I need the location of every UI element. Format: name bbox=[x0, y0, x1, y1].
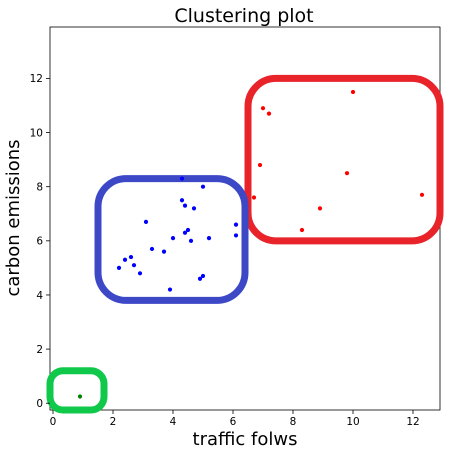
data-point bbox=[137, 271, 143, 276]
y-tick-label: 2 bbox=[36, 344, 43, 356]
y-axis-ticks: 0 2 4 6 8 10 12 bbox=[30, 73, 50, 410]
data-point bbox=[167, 287, 173, 292]
data-point bbox=[182, 230, 188, 235]
y-tick-label: 6 bbox=[36, 236, 43, 248]
data-point bbox=[170, 236, 176, 241]
data-point bbox=[260, 106, 266, 111]
data-point bbox=[161, 249, 167, 254]
data-points bbox=[77, 89, 425, 399]
y-tick-label: 10 bbox=[30, 127, 43, 139]
x-tick-label: 10 bbox=[346, 416, 359, 428]
data-point bbox=[77, 394, 83, 399]
x-axis-label: traffic folws bbox=[193, 429, 298, 450]
data-point bbox=[185, 227, 191, 233]
y-tick-label: 4 bbox=[36, 290, 43, 302]
data-point bbox=[344, 171, 350, 176]
x-tick-label: 2 bbox=[110, 416, 117, 428]
cluster-highlight-box bbox=[46, 367, 108, 414]
data-point bbox=[299, 227, 305, 233]
y-axis-label: carbon emissions bbox=[3, 139, 24, 296]
data-point bbox=[197, 276, 203, 281]
x-tick-label: 8 bbox=[290, 416, 297, 428]
x-axis-ticks: 0 2 4 6 8 10 12 bbox=[50, 410, 420, 428]
cluster-highlight-box bbox=[244, 74, 444, 245]
y-tick-label: 12 bbox=[30, 73, 43, 85]
x-tick-label: 12 bbox=[406, 416, 419, 428]
x-tick-label: 4 bbox=[170, 416, 177, 428]
y-tick-label: 8 bbox=[36, 181, 43, 193]
data-point bbox=[419, 192, 425, 197]
cluster-highlight-boxes bbox=[46, 74, 444, 414]
x-tick-label: 6 bbox=[230, 416, 237, 428]
y-tick-label: 0 bbox=[36, 398, 43, 410]
chart-title: Clustering plot bbox=[174, 5, 313, 27]
data-point bbox=[317, 206, 323, 211]
data-point bbox=[149, 246, 155, 252]
data-point bbox=[116, 265, 122, 270]
data-point bbox=[182, 203, 188, 208]
data-point bbox=[233, 233, 239, 238]
data-point bbox=[266, 111, 272, 116]
data-point bbox=[128, 254, 134, 260]
data-point bbox=[179, 198, 185, 203]
data-point bbox=[350, 89, 356, 95]
cluster-highlight-box bbox=[94, 175, 249, 304]
data-point bbox=[143, 219, 149, 224]
data-point bbox=[206, 236, 212, 241]
data-point bbox=[131, 263, 137, 268]
data-point bbox=[233, 222, 239, 227]
data-point bbox=[122, 257, 128, 262]
data-point bbox=[200, 184, 206, 189]
x-tick-label: 0 bbox=[50, 416, 57, 428]
data-point bbox=[191, 206, 197, 211]
data-point bbox=[251, 195, 257, 200]
data-point bbox=[200, 273, 206, 279]
data-point bbox=[179, 176, 185, 181]
data-point bbox=[257, 162, 263, 168]
data-point bbox=[188, 238, 194, 243]
